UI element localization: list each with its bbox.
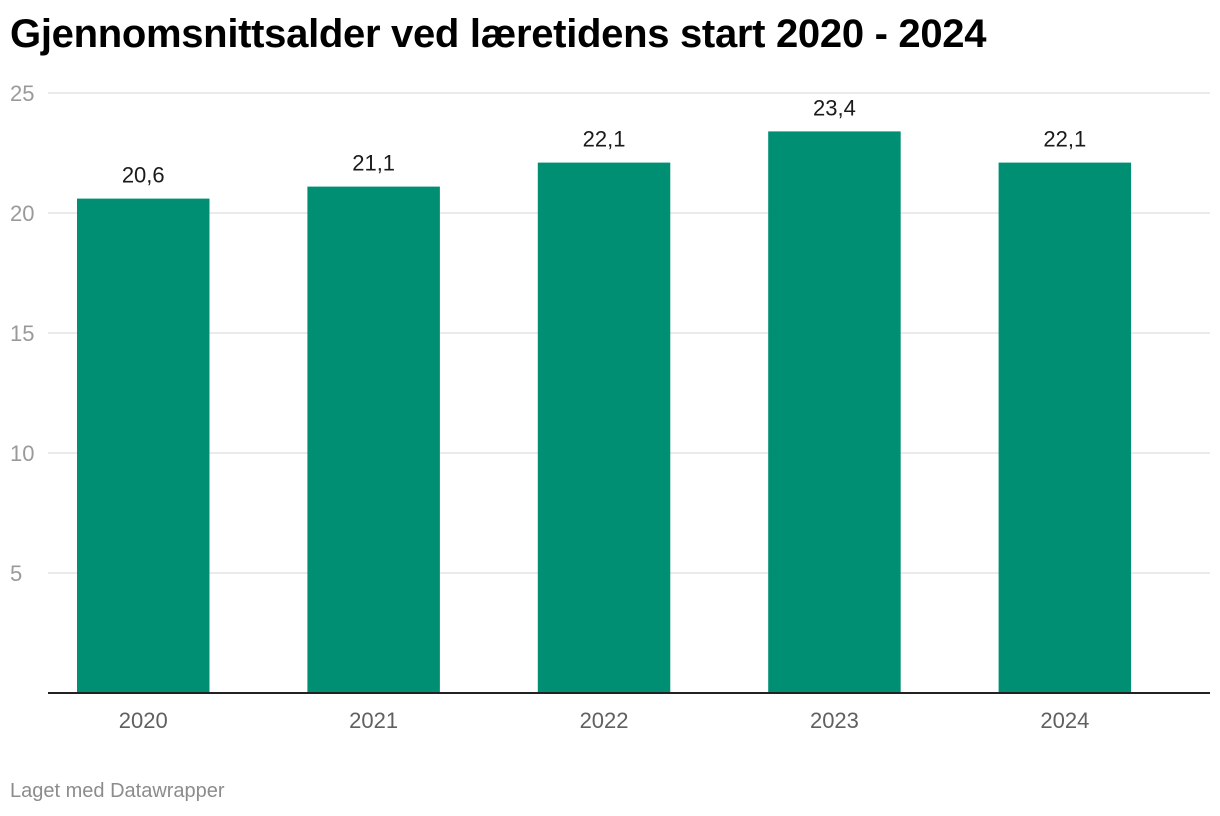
axes: 5 10 15 20 25 2020 2021 2022 2023 2024 [10,81,1210,733]
bar [998,162,1132,694]
bar-value-label: 21,1 [352,151,395,176]
x-tick-label: 2021 [349,708,398,733]
chart-title: Gjennomsnittsalder ved læretidens start … [10,12,987,56]
data-labels: 20,6 21,1 22,1 23,4 22,1 [122,95,1086,187]
y-tick-label: 25 [10,81,34,106]
bar [768,131,901,693]
x-tick-label: 2023 [810,708,859,733]
bars [77,131,1132,694]
bar [537,162,671,694]
bar-value-label: 20,6 [122,163,165,188]
credit-footer: Laget med Datawrapper [10,780,225,802]
y-tick-label: 15 [10,321,34,346]
y-tick-label: 5 [10,561,22,586]
y-tick-label: 20 [10,201,34,226]
bar-value-label: 23,4 [813,95,856,120]
bar [307,186,440,693]
y-tick-label: 10 [10,441,34,466]
x-tick-label: 2020 [119,708,168,733]
x-tick-label: 2024 [1040,708,1089,733]
bar-value-label: 22,1 [583,127,626,152]
bar [77,198,210,693]
bar-value-label: 22,1 [1043,127,1086,152]
x-tick-label: 2022 [580,708,629,733]
